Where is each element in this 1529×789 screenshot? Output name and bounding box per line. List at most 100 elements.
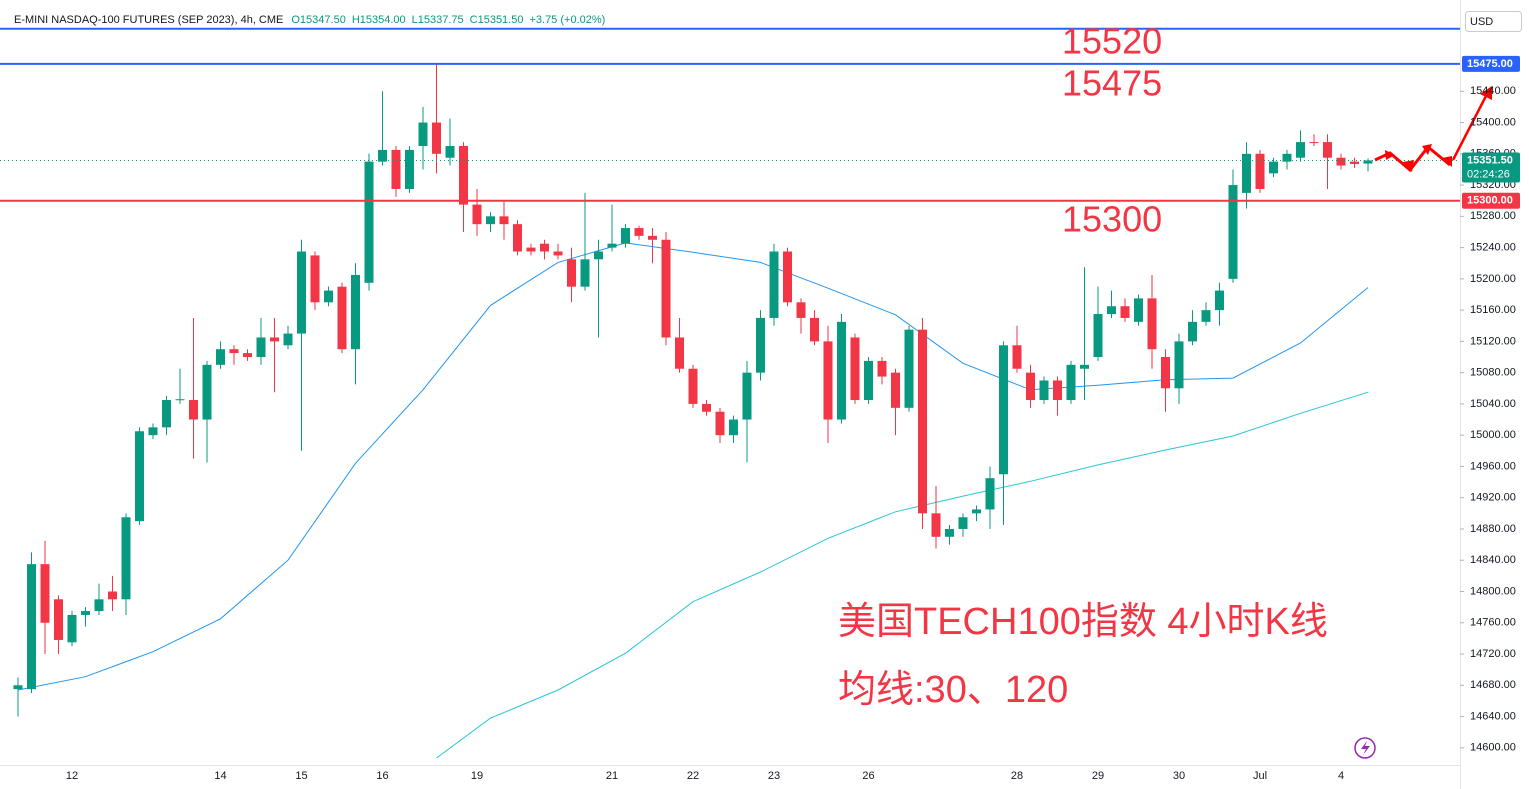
y-tick-label: 15280.00: [1470, 210, 1516, 222]
candle-body: [418, 122, 428, 146]
candle-body: [1269, 161, 1278, 174]
legend-item: C15351.50: [470, 14, 524, 26]
x-tick-label: 29: [1092, 770, 1104, 782]
alert-icon-bolt: [1361, 741, 1370, 755]
candle-body: [958, 517, 968, 529]
candle-body: [270, 337, 279, 342]
candle-body: [634, 228, 644, 236]
candle-body: [1255, 153, 1265, 189]
candle-body: [972, 509, 981, 514]
caption: 美国TECH100指数 4小时K线: [838, 601, 1328, 643]
candle-body: [1174, 341, 1184, 389]
candle-body: [108, 591, 117, 600]
candle-body: [715, 411, 725, 436]
candle-body: [189, 400, 198, 420]
candle-body: [148, 427, 158, 436]
candle-body: [1188, 321, 1197, 342]
candle-body: [297, 251, 306, 334]
candle-body: [1107, 306, 1116, 315]
candle-body: [729, 419, 738, 436]
candle-body: [162, 400, 171, 428]
countdown: 02:24:26: [1467, 168, 1510, 180]
candle-body: [486, 216, 495, 225]
candle-body: [364, 161, 374, 283]
candle-body: [1012, 345, 1022, 369]
candle-body: [499, 216, 509, 225]
y-tick-label: 15400.00: [1470, 116, 1516, 128]
candle-body: [675, 337, 684, 369]
candle-body: [1080, 364, 1089, 369]
x-tick-label: 21: [606, 770, 618, 782]
legend-item: O15347.50: [291, 14, 345, 26]
x-tick-label: 28: [1011, 770, 1023, 782]
candle-body: [985, 478, 995, 510]
candle-body: [67, 614, 77, 643]
candle-body: [40, 564, 50, 623]
last-price-tag: [1462, 152, 1520, 183]
candle-body: [742, 372, 752, 420]
price-tag-label: 15475.00: [1467, 58, 1513, 70]
candle-body: [688, 368, 698, 404]
candle-body: [1296, 142, 1305, 158]
legend-item: L15337.75: [412, 14, 464, 26]
candle-body: [202, 364, 212, 420]
arrow-head: [1480, 86, 1492, 100]
candle-body: [283, 333, 293, 346]
candle-body: [135, 431, 144, 522]
caption: 均线:30、120: [838, 669, 1068, 711]
annotation: 15475: [1062, 63, 1162, 104]
candle-body: [607, 243, 617, 248]
candle-body: [796, 302, 806, 318]
candle-body: [1134, 298, 1143, 322]
arrow-head: [1385, 150, 1395, 160]
currency-box[interactable]: [1465, 11, 1522, 32]
candle-body: [891, 372, 900, 408]
candle-body: [931, 513, 941, 537]
candle-body: [567, 259, 576, 287]
y-tick-label: 15080.00: [1470, 367, 1516, 379]
y-tick-label: 14600.00: [1470, 742, 1516, 754]
candle-body: [1120, 306, 1130, 318]
candle-body: [1282, 153, 1292, 162]
x-tick-label: 4: [1338, 770, 1344, 782]
candle-body: [472, 204, 482, 225]
candle-body: [1066, 364, 1076, 401]
y-tick-label: 15160.00: [1470, 304, 1516, 316]
candle-body: [1026, 372, 1035, 401]
candle-body: [391, 149, 401, 189]
candle-body: [1363, 160, 1373, 164]
y-tick-label: 15440.00: [1470, 85, 1516, 97]
last-price-label: 15351.50: [1467, 154, 1513, 166]
candle-body: [1039, 380, 1049, 401]
candle-body: [648, 235, 657, 240]
candle-body: [594, 251, 603, 260]
y-tick-label: 14880.00: [1470, 523, 1516, 535]
candle-body: [999, 345, 1008, 475]
y-tick-label: 15200.00: [1470, 273, 1516, 285]
candle-body: [405, 149, 414, 189]
annotation: 15300: [1062, 199, 1162, 240]
price-tag-label: 15300.00: [1467, 195, 1513, 207]
candle-body: [1350, 161, 1359, 164]
x-tick-label: 26: [862, 770, 874, 782]
candle-body: [877, 360, 887, 377]
candle-body: [864, 360, 873, 401]
candle-body: [243, 353, 252, 358]
price-tag: [1462, 55, 1520, 72]
legend: E-MINI NASDAQ-100 FUTURES (SEP 2023), 4h…: [14, 14, 605, 26]
candle-body: [324, 290, 333, 303]
arrow-head: [1422, 144, 1432, 155]
candle-body: [1161, 357, 1170, 389]
arrow-head: [1442, 156, 1452, 167]
candle-body: [94, 599, 104, 612]
x-tick-label: 14: [214, 770, 226, 782]
y-tick-label: 15240.00: [1470, 242, 1516, 254]
candle-body: [918, 329, 927, 514]
candle-body: [526, 247, 536, 252]
x-tick-label: Jul: [1253, 770, 1267, 782]
candle-body: [1201, 310, 1211, 322]
x-tick-label: 16: [376, 770, 388, 782]
candle-body: [904, 329, 914, 408]
candle-body: [837, 321, 846, 420]
